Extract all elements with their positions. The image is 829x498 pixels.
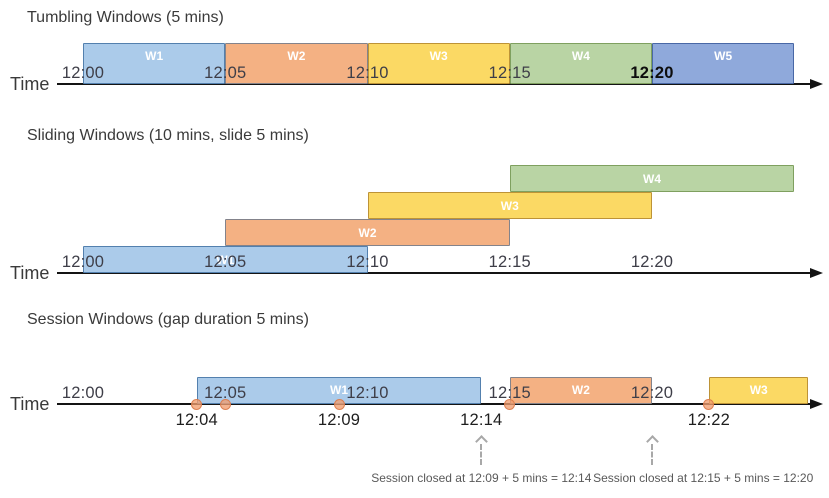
tick-label: 12:15	[488, 64, 531, 82]
tick-label: 12:10	[346, 64, 389, 82]
window-bar-w4	[509, 165, 795, 192]
window-label: W3	[749, 383, 768, 397]
tick-label: 12:00	[61, 384, 105, 402]
window-label: W3	[429, 49, 448, 63]
tick-label: 12:15	[488, 384, 531, 402]
section-title-tumbling: Tumbling Windows (5 mins)	[27, 9, 224, 26]
window-label: W4	[571, 49, 590, 63]
event-dot	[504, 399, 516, 410]
session-annotation: Session closed at 12:09 + 5 mins = 12:14	[371, 471, 592, 485]
event-dot	[333, 399, 345, 410]
axis-arrowhead-icon	[810, 79, 823, 89]
window-bar-w2	[225, 43, 368, 84]
tick-label: 12:10	[346, 253, 389, 271]
tick-label: 12:20	[630, 64, 674, 82]
event-dot	[703, 399, 715, 410]
event-time-label: 12:09	[317, 411, 361, 429]
event-dot	[191, 399, 203, 410]
window-bar-w3	[708, 377, 809, 404]
time-axis-line	[57, 272, 813, 274]
section-title-sliding: Sliding Windows (10 mins, slide 5 mins)	[27, 127, 309, 144]
window-bar-w2	[509, 377, 652, 404]
tick-label: 12:05	[204, 64, 247, 82]
window-bar-w5	[652, 43, 795, 84]
event-dot	[219, 399, 231, 410]
axis-arrowhead-icon	[810, 268, 823, 278]
window-bar-w4	[509, 43, 652, 84]
window-label: W2	[571, 383, 590, 397]
tick-label: 12:10	[346, 384, 389, 402]
window-label: W5	[714, 49, 733, 63]
window-bar-w1	[83, 43, 226, 84]
time-axis-line	[57, 83, 813, 85]
window-bar-w3	[367, 43, 510, 84]
section-title-session: Session Windows (gap duration 5 mins)	[27, 311, 309, 328]
time-axis-label: Time	[10, 263, 50, 283]
tick-label: 12:20	[630, 384, 674, 402]
window-label: W1	[145, 49, 164, 63]
tick-label: 12:05	[204, 384, 247, 402]
window-bar-w2	[225, 219, 510, 246]
annotation-arrow-line	[651, 444, 653, 465]
window-label: W1	[330, 383, 349, 397]
event-time-label: 12:04	[175, 411, 218, 429]
window-label: W2	[358, 225, 377, 240]
annotation-arrow-line	[480, 444, 483, 465]
time-axis-label: Time	[10, 74, 50, 94]
tick-label: 12:00	[61, 253, 105, 271]
window-label: W2	[287, 49, 306, 63]
time-axis-label: Time	[10, 394, 50, 414]
window-bar-w1	[83, 246, 368, 273]
tick-label: 12:20	[630, 253, 674, 271]
tick-label: 12:05	[204, 253, 247, 271]
window-bar-w3	[367, 192, 652, 219]
axis-arrowhead-icon	[810, 399, 823, 409]
window-label: W1	[216, 252, 235, 267]
time-axis-line	[57, 403, 813, 405]
window-label: W3	[500, 198, 519, 213]
event-time-label: 12:14	[460, 411, 503, 429]
event-time-label: 12:22	[687, 411, 731, 429]
tick-label: 12:00	[61, 64, 105, 82]
window-label: W4	[643, 171, 661, 186]
session-annotation: Session closed at 12:15 + 5 mins = 12:20	[593, 471, 814, 485]
tick-label: 12:15	[488, 253, 531, 271]
